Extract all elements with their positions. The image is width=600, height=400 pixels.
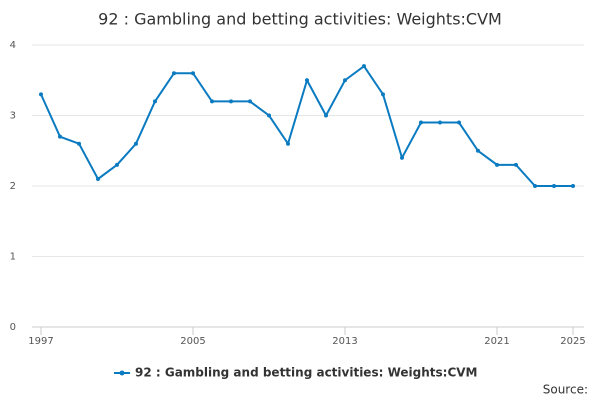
- point: [571, 184, 575, 188]
- y-tick-label: 4: [10, 40, 16, 51]
- legend-label: 92 : Gambling and betting activities: We…: [135, 366, 477, 380]
- point: [267, 113, 271, 118]
- point: [210, 99, 214, 104]
- y-tick-label: 3: [10, 111, 16, 122]
- point: [552, 184, 556, 188]
- x-tick-label: 2005: [180, 336, 205, 347]
- chart-title: 92 : Gambling and betting activities: We…: [98, 10, 502, 29]
- point: [39, 92, 43, 97]
- point: [476, 148, 480, 153]
- point: [419, 120, 423, 125]
- point: [362, 64, 366, 69]
- x-tick-label: 2021: [484, 336, 509, 347]
- point: [533, 184, 537, 188]
- point: [514, 162, 518, 167]
- point: [438, 120, 442, 125]
- point: [248, 99, 252, 104]
- x-tick-label: 2025: [560, 336, 585, 347]
- y-tick-label: 2: [10, 181, 16, 192]
- point: [96, 176, 100, 181]
- point: [77, 141, 81, 146]
- point: [229, 99, 233, 104]
- source: Source:: [543, 383, 588, 397]
- x-tick-label: 1997: [28, 336, 53, 347]
- point: [343, 78, 347, 83]
- x-tick-label: 2013: [332, 336, 357, 347]
- y-tick-label: 0: [10, 322, 16, 333]
- point: [457, 120, 461, 125]
- point: [172, 71, 176, 76]
- point: [153, 99, 157, 104]
- point: [191, 71, 195, 76]
- point: [115, 162, 119, 167]
- point: [58, 134, 62, 139]
- point: [495, 162, 499, 167]
- line: [40, 64, 573, 187]
- point: [305, 78, 309, 83]
- legend-marker: [119, 370, 125, 376]
- point: [286, 141, 290, 146]
- point: [381, 92, 385, 97]
- point: [400, 155, 404, 160]
- point: [134, 141, 138, 146]
- y-tick-label: 1: [10, 252, 16, 263]
- point: [324, 113, 328, 118]
